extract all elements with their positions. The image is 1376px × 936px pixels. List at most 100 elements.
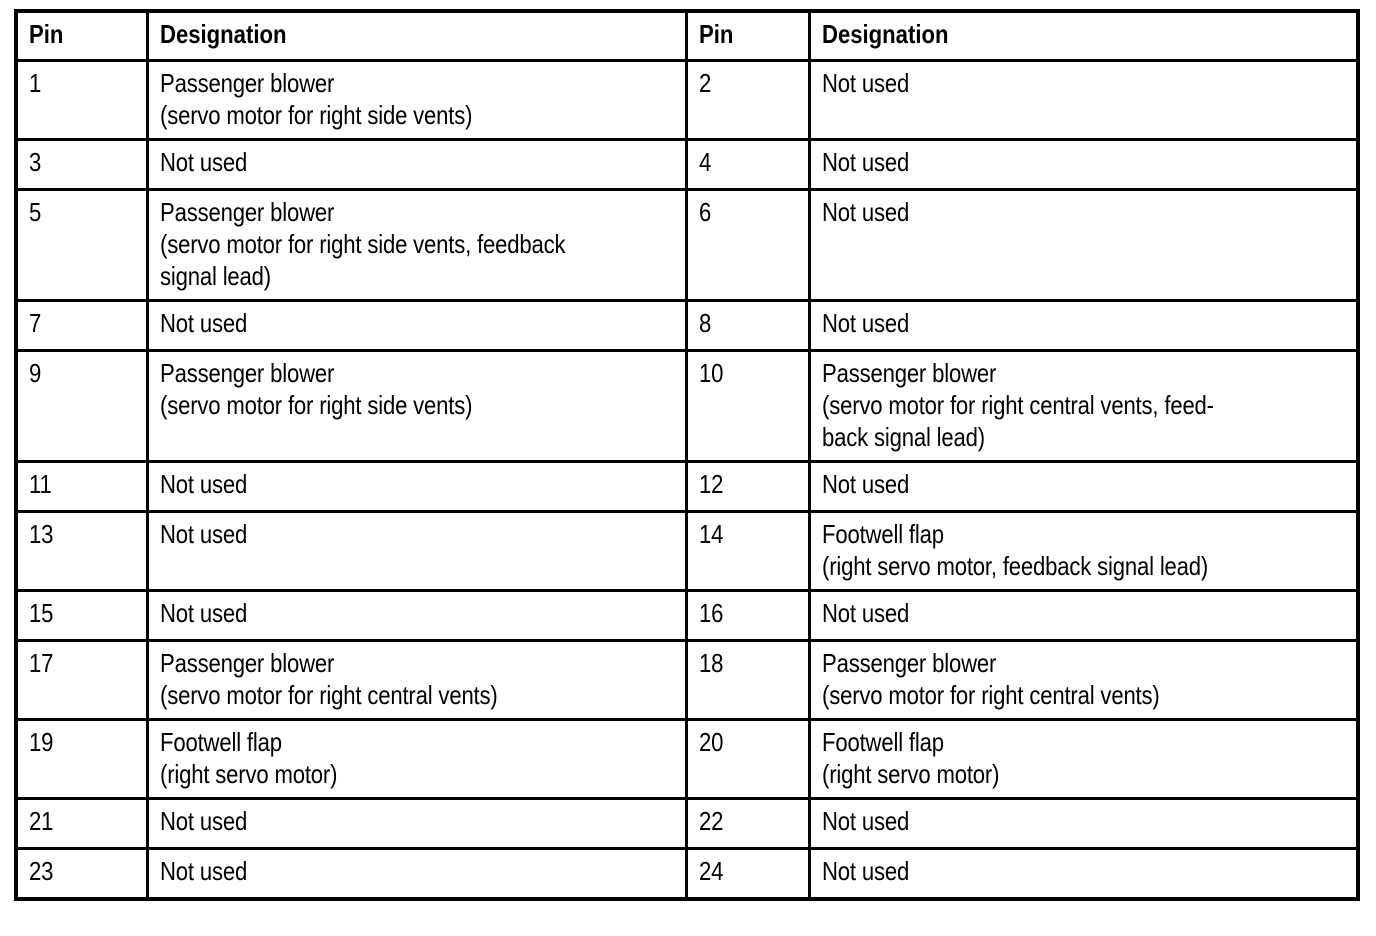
pin-cell: 20: [684, 718, 811, 800]
designation-cell: Not used: [145, 847, 688, 901]
pin-right-header: Pin: [684, 9, 811, 62]
pin-number: 6: [698, 197, 711, 227]
designation-text: Footwell flap (right servo motor): [821, 727, 999, 789]
designation-text: Not used: [821, 806, 909, 836]
designation-text: Passenger blower (servo motor for right …: [159, 197, 566, 291]
designation-cell: Passenger blower (servo motor for right …: [807, 639, 1360, 721]
designation-cell: Not used: [807, 589, 1360, 642]
pin-number: 24: [698, 856, 723, 886]
designation-cell: Not used: [807, 460, 1360, 513]
table-row: 15 Not used 16 Not used: [14, 589, 1360, 642]
designation-right-header: Designation: [807, 9, 1360, 62]
designation-cell: Passenger blower (servo motor for right …: [145, 188, 688, 302]
designation-cell: Not used: [145, 138, 688, 191]
designation-text: Not used: [159, 308, 247, 338]
pin-left-header: Pin: [14, 9, 149, 62]
pin-number: 21: [29, 806, 54, 836]
pin-number: 20: [698, 727, 723, 757]
designation-cell: Not used: [807, 138, 1360, 191]
designation-cell: Not used: [145, 510, 688, 592]
pin-cell: 11: [14, 460, 149, 513]
table-row: 1 Passenger blower (servo motor for righ…: [14, 59, 1360, 141]
pin-cell: 22: [684, 797, 811, 850]
designation-text: Not used: [821, 469, 909, 499]
pin-cell: 18: [684, 639, 811, 721]
pin-right-header-label: Pin: [698, 19, 733, 49]
designation-text: Not used: [821, 308, 909, 338]
pin-number: 4: [698, 147, 711, 177]
pin-number: 9: [29, 358, 42, 388]
pin-cell: 23: [14, 847, 149, 901]
designation-text: Not used: [159, 147, 247, 177]
designation-cell: Not used: [807, 299, 1360, 352]
pin-number: 3: [29, 147, 42, 177]
pin-number: 13: [29, 519, 54, 549]
pin-number: 23: [29, 856, 54, 886]
table-row: 21 Not used 22 Not used: [14, 797, 1360, 850]
pin-number: 2: [698, 68, 711, 98]
table-row: 19 Footwell flap (right servo motor) 20 …: [14, 718, 1360, 800]
pin-cell: 17: [14, 639, 149, 721]
pin-cell: 10: [684, 349, 811, 463]
designation-text: Not used: [821, 598, 909, 628]
pin-cell: 12: [684, 460, 811, 513]
pin-number: 5: [29, 197, 42, 227]
pin-cell: 16: [684, 589, 811, 642]
designation-text: Passenger blower (servo motor for right …: [159, 358, 472, 420]
table-body: 1 Passenger blower (servo motor for righ…: [14, 59, 1360, 901]
pin-designation-table: Pin Designation Pin Designation 1 Passen…: [14, 9, 1360, 901]
designation-text: Passenger blower (servo motor for right …: [821, 358, 1214, 452]
designation-text: Not used: [821, 856, 909, 886]
pin-number: 7: [29, 308, 42, 338]
designation-cell: Passenger blower (servo motor for right …: [807, 349, 1360, 463]
pin-cell: 9: [14, 349, 149, 463]
table-row: 11 Not used 12 Not used: [14, 460, 1360, 513]
table-row: 23 Not used 24 Not used: [14, 847, 1360, 901]
designation-text: Footwell flap (right servo motor): [159, 727, 337, 789]
pin-cell: 6: [684, 188, 811, 302]
designation-left-header: Designation: [145, 9, 688, 62]
designation-cell: Not used: [807, 847, 1360, 901]
pin-cell: 21: [14, 797, 149, 850]
pin-number: 11: [29, 469, 52, 499]
pin-cell: 8: [684, 299, 811, 352]
designation-cell: Passenger blower (servo motor for right …: [145, 639, 688, 721]
table-row: 17 Passenger blower (servo motor for rig…: [14, 639, 1360, 721]
pin-cell: 13: [14, 510, 149, 592]
designation-text: Passenger blower (servo motor for right …: [159, 68, 472, 130]
pin-cell: 15: [14, 589, 149, 642]
pin-cell: 14: [684, 510, 811, 592]
designation-cell: Not used: [145, 460, 688, 513]
pin-number: 19: [29, 727, 54, 757]
designation-cell: Passenger blower (servo motor for right …: [145, 349, 688, 463]
pin-number: 10: [698, 358, 723, 388]
pin-cell: 1: [14, 59, 149, 141]
designation-left-header-label: Designation: [159, 19, 286, 49]
table-header-row: Pin Designation Pin Designation: [14, 9, 1360, 62]
designation-cell: Not used: [145, 299, 688, 352]
pin-left-header-label: Pin: [29, 19, 64, 49]
designation-cell: Footwell flap (right servo motor): [807, 718, 1360, 800]
designation-text: Not used: [159, 598, 247, 628]
table-row: 9 Passenger blower (servo motor for righ…: [14, 349, 1360, 463]
pin-number: 18: [698, 648, 723, 678]
table-row: 3 Not used 4 Not used: [14, 138, 1360, 191]
pin-number: 17: [29, 648, 54, 678]
pin-cell: 7: [14, 299, 149, 352]
designation-text: Footwell flap (right servo motor, feedba…: [821, 519, 1208, 581]
designation-text: Not used: [821, 68, 909, 98]
designation-cell: Passenger blower (servo motor for right …: [145, 59, 688, 141]
pin-cell: 4: [684, 138, 811, 191]
pin-cell: 19: [14, 718, 149, 800]
designation-right-header-label: Designation: [821, 19, 948, 49]
pin-number: 8: [698, 308, 711, 338]
designation-cell: Footwell flap (right servo motor, feedba…: [807, 510, 1360, 592]
designation-cell: Not used: [145, 797, 688, 850]
table-row: 5 Passenger blower (servo motor for righ…: [14, 188, 1360, 302]
designation-text: Not used: [821, 147, 909, 177]
designation-cell: Footwell flap (right servo motor): [145, 718, 688, 800]
pin-number: 1: [29, 68, 42, 98]
designation-text: Not used: [159, 856, 247, 886]
designation-cell: Not used: [145, 589, 688, 642]
